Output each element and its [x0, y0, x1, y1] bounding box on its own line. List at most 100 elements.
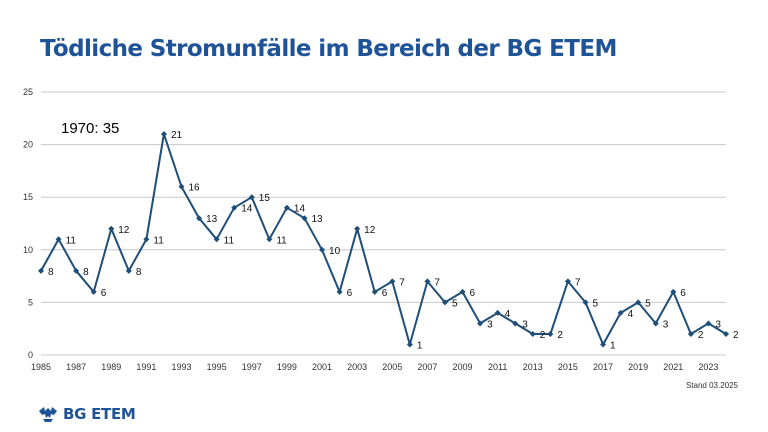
data-labels: 8118612811211613111415111413106126717563… — [48, 130, 739, 351]
data-point — [564, 278, 571, 285]
y-tick-label: 15 — [23, 192, 33, 202]
data-point — [441, 299, 448, 306]
data-point — [38, 267, 44, 274]
data-label: 3 — [663, 319, 669, 330]
data-label: 6 — [382, 288, 388, 299]
data-label: 13 — [206, 214, 218, 225]
x-tick-label: 2009 — [453, 362, 473, 372]
data-label: 6 — [680, 288, 686, 299]
gridlines — [41, 91, 726, 356]
data-label: 11 — [224, 235, 235, 246]
data-point — [283, 204, 290, 211]
data-point — [617, 309, 624, 316]
y-tick-label: 5 — [28, 297, 33, 307]
data-label: 2 — [698, 330, 704, 341]
series-line — [40, 133, 727, 346]
x-tick-label: 2019 — [628, 362, 648, 372]
data-point — [670, 288, 677, 295]
x-tick-label: 1995 — [207, 362, 227, 372]
data-point — [582, 299, 589, 306]
x-tick-label: 2011 — [488, 362, 507, 372]
data-label: 16 — [189, 183, 201, 194]
data-point — [55, 236, 62, 243]
x-tick-label: 2007 — [417, 362, 437, 372]
data-points — [38, 131, 729, 348]
data-label: 4 — [628, 309, 634, 320]
data-point — [73, 267, 80, 274]
y-axis-tick-labels: 0 5 10 15 20 25 — [23, 87, 33, 360]
data-point — [336, 288, 343, 295]
data-label: 21 — [171, 130, 183, 141]
data-point — [512, 320, 519, 327]
data-label: 12 — [118, 225, 130, 236]
data-label: 5 — [645, 298, 651, 309]
data-point — [108, 225, 115, 232]
data-label: 8 — [83, 267, 89, 278]
bg-etem-logo: BG ETEM — [38, 404, 136, 424]
data-label: 7 — [434, 277, 440, 288]
x-tick-label: 1997 — [242, 362, 262, 372]
data-label: 1 — [417, 340, 423, 351]
y-tick-label: 10 — [23, 245, 33, 255]
data-label: 11 — [66, 235, 77, 246]
data-point — [231, 204, 238, 211]
data-point — [389, 278, 396, 285]
data-label: 3 — [522, 319, 528, 330]
x-tick-label: 1989 — [101, 362, 121, 372]
data-label: 8 — [136, 267, 142, 278]
x-tick-label: 2017 — [593, 362, 613, 372]
data-point — [371, 288, 378, 295]
data-point — [248, 194, 255, 201]
data-label: 14 — [294, 204, 306, 215]
data-point — [687, 330, 694, 337]
data-label: 2 — [557, 330, 563, 341]
data-label: 8 — [48, 267, 54, 278]
data-point — [196, 215, 203, 222]
x-tick-label: 2015 — [558, 362, 578, 372]
data-label: 6 — [101, 288, 107, 299]
y-tick-label: 0 — [28, 350, 33, 360]
data-label: 14 — [241, 204, 253, 215]
data-label: 6 — [470, 288, 476, 299]
data-label: 7 — [399, 277, 405, 288]
data-point — [652, 320, 659, 327]
data-point — [635, 299, 642, 306]
x-tick-label: 2023 — [698, 362, 718, 372]
data-point — [723, 330, 729, 337]
data-label: 3 — [487, 319, 493, 330]
data-label: 13 — [311, 214, 323, 225]
data-point — [547, 330, 554, 337]
data-point — [529, 330, 536, 337]
data-label: 2 — [733, 330, 739, 341]
x-tick-label: 1991 — [136, 362, 156, 372]
stand-date: Stand 03.2025 — [685, 381, 738, 390]
data-label: 3 — [715, 319, 721, 330]
data-label: 5 — [452, 298, 458, 309]
annotation-1970: 1970: 35 — [61, 120, 120, 137]
data-point — [354, 225, 361, 232]
data-label: 5 — [592, 298, 598, 309]
data-label: 12 — [364, 225, 376, 236]
data-label: 10 — [329, 246, 341, 257]
data-point — [705, 320, 712, 327]
x-tick-label: 2021 — [663, 362, 683, 372]
y-tick-label: 25 — [23, 87, 33, 97]
data-point — [160, 131, 167, 138]
data-label: 6 — [347, 288, 353, 299]
x-tick-label: 1999 — [277, 362, 297, 372]
bg-etem-eagle-icon — [39, 407, 57, 422]
data-point — [213, 236, 220, 243]
x-tick-label: 1993 — [171, 362, 191, 372]
data-label: 15 — [259, 193, 271, 204]
data-point — [143, 236, 150, 243]
data-point — [494, 309, 501, 316]
data-point — [125, 267, 132, 274]
data-label: 4 — [505, 309, 511, 320]
data-point — [477, 320, 484, 327]
data-point — [178, 183, 185, 190]
data-point — [424, 278, 431, 285]
data-label: 11 — [276, 235, 287, 246]
x-tick-label: 2003 — [347, 362, 367, 372]
x-axis-tick-labels: 1985 1987 1989 1991 1993 1995 1997 1999 2001 2003… — [31, 362, 718, 372]
